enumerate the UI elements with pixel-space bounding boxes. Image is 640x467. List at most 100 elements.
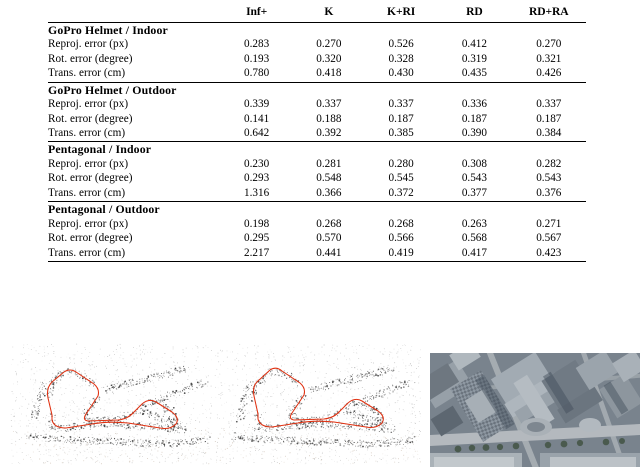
- table-cell: 2.217: [244, 246, 270, 259]
- section-title: GoPro Helmet / Outdoor: [48, 82, 177, 97]
- table-cell: 0.435: [461, 66, 487, 79]
- table-row: Trans. error (cm) 0.642 0.392 0.385 0.390 0.3…: [48, 126, 586, 142]
- row-label: Rot. error (degree): [48, 112, 133, 125]
- table-rule-section: [48, 81, 586, 83]
- table-cell: 0.188: [316, 112, 342, 125]
- table-cell: 0.230: [244, 158, 270, 171]
- section-header-row: Pentagonal / Indoor: [48, 142, 586, 157]
- table-cell: 0.642: [244, 126, 270, 139]
- row-label: Trans. error (cm): [48, 126, 126, 139]
- table-cell: 0.526: [388, 38, 414, 51]
- table-row: Rot. error (degree) 0.193 0.320 0.328 0.319 0…: [48, 52, 586, 66]
- table-cell: 0.321: [536, 52, 562, 65]
- table-row: Rot. error (degree) 0.295 0.570 0.566 0.568 0…: [48, 232, 586, 246]
- row-label: Reproj. error (px): [48, 98, 129, 111]
- pointcloud-left-canvas: [8, 340, 220, 467]
- column-header-rowlabel: [48, 6, 221, 22]
- table-cell: 1.316: [244, 186, 270, 199]
- table-cell: 0.430: [388, 66, 414, 79]
- row-label: Rot. error (degree): [48, 232, 133, 245]
- satellite-canvas: [430, 353, 640, 467]
- column-header-rd: RD: [466, 5, 483, 18]
- pointcloud-figure-right: [212, 340, 424, 467]
- section-header-row: GoPro Helmet / Outdoor: [48, 83, 586, 98]
- table-cell: 0.377: [461, 186, 487, 199]
- table-cell: 0.392: [316, 126, 342, 139]
- row-label: Reproj. error (px): [48, 38, 129, 51]
- column-header-inf-plus: Inf+: [246, 5, 268, 18]
- table-row: Rot. error (degree) 0.141 0.188 0.187 0.187 0…: [48, 112, 586, 126]
- camera-trajectory-path: [252, 367, 384, 429]
- table-cell: 0.570: [316, 232, 342, 245]
- aerial-satellite-view: [430, 353, 640, 467]
- table-cell: 0.141: [244, 112, 270, 125]
- table-cell: 0.320: [316, 52, 342, 65]
- table-rule-section: [48, 141, 586, 143]
- table-cell: 0.187: [461, 112, 487, 125]
- table-cell: 0.280: [388, 158, 414, 171]
- table-row: Reproj. error (px) 0.198 0.268 0.268 0.263 0.…: [48, 218, 586, 232]
- table-cell: 0.426: [536, 66, 562, 79]
- table-cell: 0.545: [388, 172, 414, 185]
- column-header-rd-ra: RD+RA: [528, 5, 569, 18]
- table-rule-section: [48, 201, 586, 203]
- column-header-k-ri: K+RI: [387, 5, 416, 18]
- column-header-k: K: [324, 5, 334, 18]
- table-row: Reproj. error (px) 0.283 0.270 0.526 0.412 0.…: [48, 38, 586, 52]
- table-cell: 0.283: [244, 38, 270, 51]
- results-table-container: Inf+ K K+RI RD RD+RA GoPro Helmet / Indo…: [48, 6, 586, 263]
- section-title: Pentagonal / Indoor: [48, 142, 152, 157]
- table-cell: 0.441: [316, 246, 342, 259]
- table-cell: 0.281: [316, 158, 342, 171]
- table-cell: 0.193: [244, 52, 270, 65]
- table-cell: 0.337: [388, 98, 414, 111]
- table-cell: 0.268: [388, 218, 414, 231]
- table-cell: 0.308: [461, 158, 487, 171]
- table-body: GoPro Helmet / Indoor Reproj. error (px) 0…: [48, 21, 586, 263]
- section-title: Pentagonal / Outdoor: [48, 202, 160, 217]
- table-cell: 0.271: [536, 218, 562, 231]
- lower-buildings: [430, 453, 640, 467]
- camera-trajectory-path: [46, 369, 178, 430]
- table-header-row: Inf+ K K+RI RD RD+RA: [48, 6, 586, 22]
- table-cell: 0.423: [536, 246, 562, 259]
- plaza: [520, 418, 601, 436]
- table-cell: 0.568: [461, 232, 487, 245]
- table-cell: 0.385: [388, 126, 414, 139]
- table-row: Rot. error (degree) 0.293 0.548 0.545 0.543 0…: [48, 172, 586, 186]
- table-cell: 0.419: [388, 246, 414, 259]
- section-header-row: Pentagonal / Outdoor: [48, 202, 586, 217]
- row-label: Rot. error (degree): [48, 172, 133, 185]
- row-label: Trans. error (cm): [48, 186, 126, 199]
- table-rule-top: [48, 21, 586, 23]
- table-row: Trans. error (cm) 0.780 0.418 0.430 0.435 0.4…: [48, 66, 586, 82]
- table-cell: 0.566: [388, 232, 414, 245]
- table-cell: 0.282: [536, 158, 562, 171]
- tree-row: [454, 438, 625, 453]
- table-row: Trans. error (cm) 1.316 0.366 0.372 0.377 0.3…: [48, 186, 586, 202]
- table-cell: 0.567: [536, 232, 562, 245]
- row-label: Trans. error (cm): [48, 246, 126, 259]
- table-cell: 0.412: [461, 38, 487, 51]
- table-cell: 0.548: [316, 172, 342, 185]
- table-cell: 0.417: [461, 246, 487, 259]
- table-row: Reproj. error (px) 0.339 0.337 0.337 0.336 0.…: [48, 98, 586, 112]
- buildings: [430, 353, 640, 442]
- table-cell: 0.263: [461, 218, 487, 231]
- table-cell: 0.198: [244, 218, 270, 231]
- table-cell: 0.418: [316, 66, 342, 79]
- table-cell: 0.187: [536, 112, 562, 125]
- table-row: Reproj. error (px) 0.230 0.281 0.280 0.308 0.…: [48, 158, 586, 172]
- row-label: Rot. error (degree): [48, 52, 133, 65]
- row-label: Trans. error (cm): [48, 66, 126, 79]
- section-header-row: GoPro Helmet / Indoor: [48, 23, 586, 38]
- table-cell: 0.187: [388, 112, 414, 125]
- row-label: Reproj. error (px): [48, 158, 129, 171]
- pointcloud-right-canvas: [212, 340, 424, 467]
- table-cell: 0.376: [536, 186, 562, 199]
- table-cell: 0.390: [461, 126, 487, 139]
- table-cell: 0.295: [244, 232, 270, 245]
- section-title: GoPro Helmet / Indoor: [48, 22, 168, 37]
- table-cell: 0.366: [316, 186, 342, 199]
- table-cell: 0.372: [388, 186, 414, 199]
